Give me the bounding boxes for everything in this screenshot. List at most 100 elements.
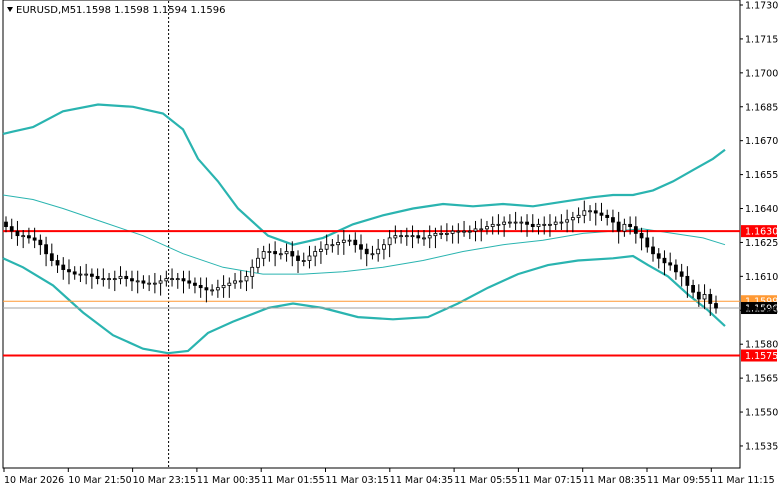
candle-body [490,223,495,228]
middle-band [2,194,726,275]
time-tick-label: 11 Mar 07:15 [518,475,581,486]
candle-body [284,251,289,255]
price-level-tag [741,349,777,362]
candle-body [702,294,707,300]
candle-body [141,280,146,284]
candle-body [101,278,106,281]
candle-body [290,251,295,257]
candle-body [267,251,272,253]
candle-body [55,260,60,266]
candle-body [696,291,701,300]
candle-body [542,223,547,226]
candle-body [685,275,690,286]
price-tick-label: 1.1580 [745,340,778,351]
candle-body [261,251,266,259]
candle-body [633,226,638,234]
candle-body [422,237,426,240]
candle-body [651,246,655,255]
candle-body [130,278,134,282]
candle-body [674,264,678,273]
plot-frame [2,0,741,469]
bid-tag [741,302,777,315]
candle-body [210,289,215,292]
price-tick-label: 1.1625 [745,238,778,249]
time-tick-label: 10 Mar 2026 [4,475,64,486]
candle-body [433,232,438,237]
candle-body [250,266,255,277]
upper-band [2,103,726,246]
candle-body [714,303,718,309]
candle-body [135,280,140,283]
price-tick-label: 1.1700 [745,68,778,79]
candle-body [588,210,592,213]
candle-body [456,230,461,233]
bollinger-bands [2,103,726,355]
triangle-down-icon[interactable] [7,7,13,12]
candle-body [27,235,31,239]
candle-body [198,285,203,289]
candle-body [708,294,713,304]
price-tick-label: 1.1550 [745,408,778,419]
candle-body [353,239,358,246]
candle-body [72,271,77,275]
candle-body [95,275,100,280]
candle-body [158,280,163,284]
candle-body [364,248,369,255]
time-tick-label: 10 Mar 23:15 [133,475,196,486]
chart-header: EURUSD,M5 1.1598 1.1598 1.1594 1.1596 [7,5,226,16]
candle-body [313,251,318,257]
time-tick-label: 11 Mar 11:15 [711,475,774,486]
price-level-label: 1.1630 [745,227,778,238]
candle-body [462,230,466,233]
time-axis[interactable]: 10 Mar 2026 10 Mar 21:50 10 Mar 23:15 11 Ma… [3,468,775,486]
candle-body [175,278,180,281]
candle-body [244,275,249,282]
candle-body [89,273,94,277]
candle-body [525,221,529,225]
candle-body [387,237,392,246]
candle-body [112,278,117,281]
candle-body [61,264,66,270]
candle-body [67,269,71,273]
candle-body [622,223,627,232]
candle-body [330,244,335,247]
bid-label: 1.1596 [745,304,778,315]
price-tick-label: 1.1730 [745,1,778,12]
candle-body [170,278,174,281]
candle-body [410,235,415,238]
candle-body [439,232,444,235]
candle-body [193,282,197,286]
candles [4,200,718,316]
candle-body [324,244,329,250]
candle-body [616,221,621,232]
candle-body [233,280,237,284]
candle-body [238,280,243,283]
candle-body [565,219,570,223]
candle-body [399,235,403,238]
candle-body [393,235,398,239]
candle-body [593,210,598,214]
candle-body [382,244,386,250]
candle-body [21,235,26,238]
candle-body [336,242,340,246]
price-tick-label: 1.1715 [745,34,778,45]
price-axis[interactable]: 1.1730 1.1715 1.1700 1.1685 1.1670 1.1655 1.16… [740,1,778,453]
candle-body [485,226,489,230]
candle-body [662,257,667,264]
price-tick-label: 1.1640 [745,204,778,215]
candle-body [215,287,220,291]
candle-body [78,273,83,276]
symbol-label: EURUSD,M5 [16,5,76,16]
price-tick-label: 1.1565 [745,374,778,385]
candle-body [4,221,8,228]
candle-body [553,221,558,225]
candle-body [548,223,552,226]
candle-body [473,228,478,232]
candle-body [530,223,535,228]
ohlc-readout: 1.1598 1.1598 1.1594 1.1596 [76,5,226,16]
candle-body [32,237,37,241]
candle-body [479,228,484,231]
